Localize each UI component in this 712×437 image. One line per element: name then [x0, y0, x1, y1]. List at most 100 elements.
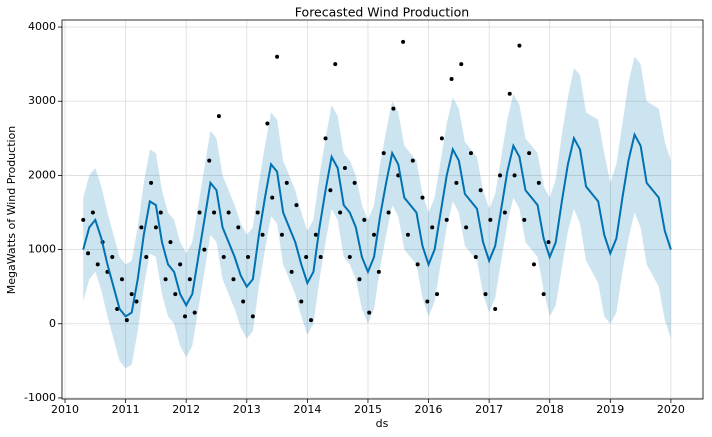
observed-point: [536, 180, 541, 185]
observed-point: [488, 217, 493, 222]
observed-point: [245, 255, 250, 260]
observed-point: [241, 299, 246, 304]
observed-point: [541, 292, 546, 297]
x-tick-label: 2015: [354, 403, 382, 416]
observed-point: [415, 262, 420, 267]
observed-point: [473, 255, 478, 260]
observed-point: [498, 173, 503, 178]
observed-point: [144, 255, 149, 260]
observed-point: [338, 210, 343, 215]
x-tick-label: 2017: [475, 403, 503, 416]
observed-point: [410, 158, 415, 163]
observed-point: [221, 255, 226, 260]
y-tick-label: 3000: [28, 94, 56, 107]
observed-point: [187, 277, 192, 282]
observed-point: [299, 299, 304, 304]
observed-point: [444, 217, 449, 222]
observed-point: [192, 310, 197, 315]
observed-point: [362, 217, 367, 222]
observed-point: [158, 210, 163, 215]
observed-point: [439, 136, 444, 141]
observed-point: [163, 277, 168, 282]
observed-point: [420, 195, 425, 200]
observed-point: [207, 158, 212, 163]
observed-point: [386, 210, 391, 215]
observed-point: [527, 151, 532, 156]
observed-point: [250, 314, 255, 319]
observed-point: [522, 217, 527, 222]
chart-title: Forecasted Wind Production: [295, 5, 469, 20]
observed-point: [90, 210, 95, 215]
observed-point: [483, 292, 488, 297]
observed-point: [139, 225, 144, 230]
observed-point: [304, 255, 309, 260]
observed-point: [95, 262, 100, 267]
observed-point: [231, 277, 236, 282]
x-axis-label: ds: [376, 417, 389, 430]
x-tick-label: 2014: [293, 403, 321, 416]
observed-point: [333, 62, 338, 67]
y-tick-label: 4000: [28, 20, 56, 33]
observed-point: [459, 62, 464, 67]
observed-point: [309, 318, 314, 323]
y-tick-label: 2000: [28, 168, 56, 181]
observed-point: [493, 306, 498, 311]
observed-point: [313, 232, 318, 237]
observed-point: [449, 76, 454, 81]
observed-point: [216, 114, 221, 119]
observed-point: [289, 269, 294, 274]
observed-point: [372, 232, 377, 237]
observed-point: [381, 151, 386, 156]
observed-point: [435, 292, 440, 297]
observed-point: [478, 188, 483, 193]
observed-point: [401, 39, 406, 44]
observed-point: [173, 292, 178, 297]
y-tick-label: 1000: [28, 243, 56, 256]
observed-point: [275, 54, 280, 59]
observed-point: [507, 91, 512, 96]
observed-point: [149, 180, 154, 185]
observed-point: [81, 217, 86, 222]
observed-point: [454, 180, 459, 185]
observed-point: [367, 310, 372, 315]
observed-point: [202, 247, 207, 252]
observed-point: [347, 255, 352, 260]
x-tick-label: 2016: [415, 403, 443, 416]
observed-point: [197, 210, 202, 215]
observed-point: [182, 314, 187, 319]
observed-point: [323, 136, 328, 141]
observed-point: [294, 203, 299, 208]
observed-point: [115, 306, 120, 311]
observed-point: [546, 240, 551, 245]
observed-point: [153, 225, 158, 230]
observed-point: [502, 210, 507, 215]
observed-point: [425, 299, 430, 304]
observed-point: [517, 43, 522, 48]
x-tick-label: 2020: [657, 403, 685, 416]
x-tick-label: 2013: [233, 403, 261, 416]
observed-point: [279, 232, 284, 237]
observed-point: [328, 188, 333, 193]
observed-point: [134, 299, 139, 304]
x-tick-label: 2019: [596, 403, 624, 416]
uncertainty-band: [83, 56, 671, 369]
observed-point: [352, 180, 357, 185]
x-tick-label: 2012: [172, 403, 200, 416]
observed-point: [391, 106, 396, 111]
observed-point: [212, 210, 217, 215]
observed-point: [342, 165, 347, 170]
y-axis-label: MegaWatts of Wind Production: [5, 126, 18, 295]
observed-point: [318, 255, 323, 260]
observed-point: [468, 151, 473, 156]
y-tick-label: -1000: [24, 391, 56, 404]
observed-point: [464, 225, 469, 230]
observed-point: [531, 262, 536, 267]
y-tick-label: 0: [49, 317, 56, 330]
x-tick-label: 2011: [112, 403, 140, 416]
forecast-line: [82, 131, 672, 318]
observed-point: [124, 318, 129, 323]
observed-point: [512, 173, 517, 178]
observed-point: [226, 210, 231, 215]
observed-point: [270, 195, 275, 200]
